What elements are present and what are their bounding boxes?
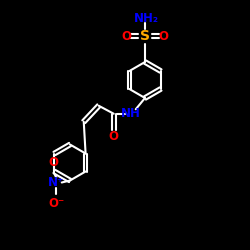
Text: O: O [49,156,59,170]
Text: N⁺: N⁺ [48,176,64,189]
Text: O⁻: O⁻ [48,197,64,210]
Text: O: O [121,30,131,43]
Text: O: O [109,130,119,143]
Text: NH₂: NH₂ [134,12,159,25]
Text: O: O [159,30,169,43]
Text: NH: NH [121,107,141,120]
Text: S: S [140,29,150,43]
